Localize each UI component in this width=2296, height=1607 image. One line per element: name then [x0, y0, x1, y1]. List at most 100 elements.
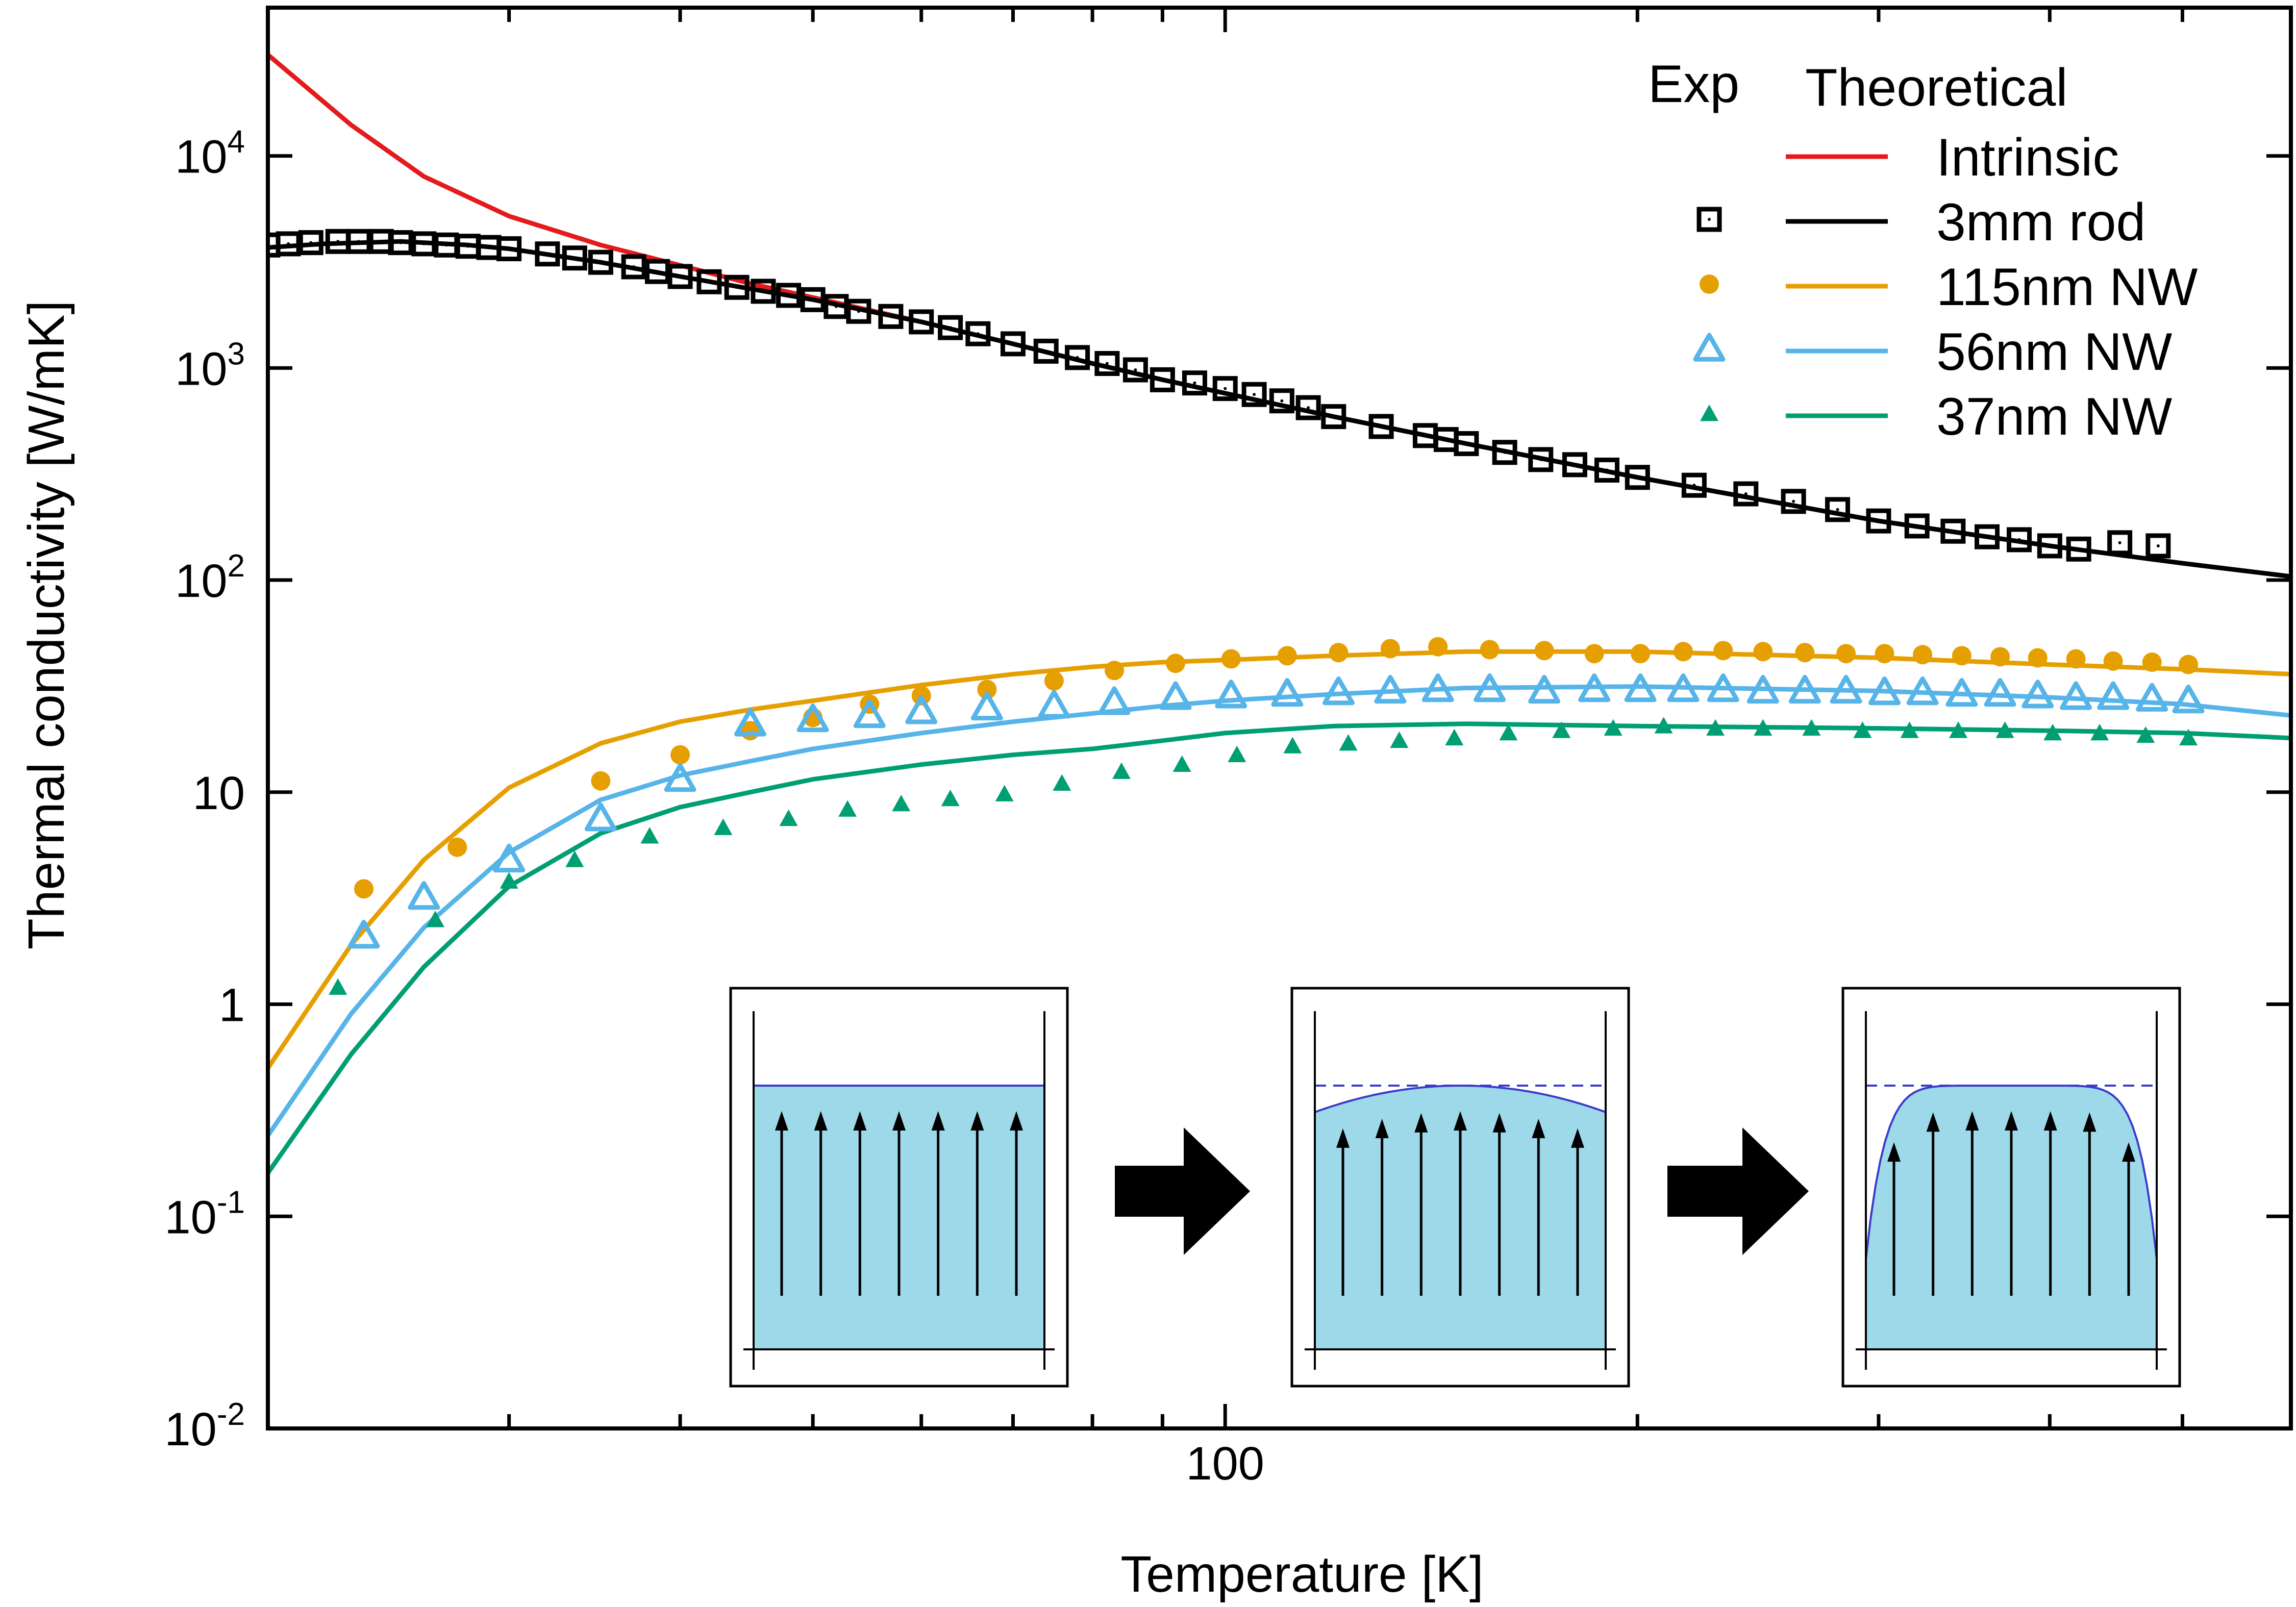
data-point-3mm-rod-dot — [761, 289, 765, 293]
data-point-115nm-nw — [1480, 640, 1500, 660]
data-point-3mm-rod — [1825, 497, 1851, 522]
data-point-37nm-nw — [714, 818, 733, 835]
data-point-3mm-rod-dot — [656, 270, 659, 273]
data-point-3mm-rod-dot — [1951, 530, 1955, 533]
y-tick-exponent: -1 — [217, 1185, 245, 1220]
data-point-56nm-nw — [1038, 690, 1070, 719]
data-point-3mm-rod-dot — [1280, 399, 1284, 403]
data-point-115nm-nw — [1166, 654, 1186, 673]
data-point-37nm-nw — [1339, 734, 1358, 751]
data-point-115nm-nw — [2028, 648, 2048, 668]
data-point-3mm-rod — [2007, 527, 2032, 553]
data-point-3mm-rod-dot — [1444, 438, 1448, 441]
data-point-3mm-rod — [846, 298, 871, 324]
data-point-3mm-rod — [1904, 513, 1930, 539]
data-point-56nm-nw — [408, 881, 440, 910]
data-point-3mm-rod-dot — [1193, 381, 1196, 385]
data-point-37nm-nw — [2179, 729, 2198, 746]
data-point-56nm-nw — [2060, 681, 2092, 710]
data-point-37nm-nw — [1900, 721, 1919, 738]
data-point-37nm-nw — [1112, 762, 1131, 779]
data-point-3mm-rod-dot — [1161, 378, 1164, 382]
data-point-3mm-rod-dot — [1044, 349, 1048, 353]
data-point-3mm-rod-dot — [976, 332, 980, 336]
data-point-3mm-rod-dot — [507, 247, 511, 250]
data-point-56nm-nw — [347, 920, 380, 949]
legend-label-56nm-nw: 56nm NW — [1936, 322, 2172, 382]
data-point-56nm-nw — [2136, 683, 2168, 712]
flow-arrow-head — [1010, 1111, 1023, 1131]
data-point-3mm-rod-dot — [949, 326, 952, 330]
data-point-115nm-nw — [1534, 641, 1554, 661]
data-point-3mm-rod-dot — [735, 286, 739, 289]
data-point-56nm-nw — [796, 703, 829, 733]
legend-label-intrinsic: Intrinsic — [1936, 128, 2119, 187]
legend-label-3mm-rod: 3mm rod — [1936, 193, 2145, 252]
legend-label-115nm-nw: 115nm NW — [1936, 258, 2198, 317]
data-point-56nm-nw — [1528, 674, 1561, 704]
data-point-37nm-nw — [1802, 719, 1821, 736]
data-point-3mm-rod — [965, 321, 991, 346]
data-point-3mm-rod-dot — [1380, 424, 1383, 428]
data-point-3mm-rod-dot — [707, 280, 711, 284]
data-point-115nm-nw — [1952, 646, 1971, 666]
data-point-3mm-rod — [1492, 440, 1517, 465]
data-point-115nm-nw — [1795, 643, 1815, 663]
data-point-56nm-nw — [1906, 676, 1939, 706]
data-point-3mm-rod-dot — [1692, 484, 1696, 487]
flow-arrow-head — [892, 1111, 906, 1131]
data-point-37nm-nw — [892, 794, 911, 812]
y-tick-exponent: 2 — [228, 548, 245, 584]
inset-panel-uniform-flow — [729, 987, 1069, 1388]
data-point-37nm-nw — [1754, 719, 1773, 736]
data-point-3mm-rod — [1150, 367, 1175, 392]
data-point-56nm-nw — [1098, 686, 1131, 715]
inset-panel-slightly-curved-flow — [1290, 987, 1630, 1388]
data-point-56nm-nw — [853, 699, 886, 729]
data-point-3mm-rod — [1594, 457, 1619, 483]
data-point-56nm-nw — [1746, 674, 1779, 704]
data-point-3mm-rod — [1321, 404, 1346, 430]
data-point-37nm-nw — [1499, 723, 1518, 741]
y-tick-base: 10 — [165, 1191, 217, 1243]
data-point-3mm-rod — [644, 259, 670, 284]
data-point-115nm-nw — [1380, 639, 1400, 659]
data-point-56nm-nw — [1421, 673, 1454, 702]
data-point-56nm-nw — [2022, 680, 2054, 709]
flow-arrow-head — [1926, 1112, 1940, 1132]
data-point-56nm-nw — [664, 763, 696, 792]
data-point-37nm-nw — [1445, 729, 1464, 746]
data-point-37nm-nw — [2043, 723, 2062, 741]
data-point-3mm-rod-dot — [679, 274, 682, 278]
data-point-3mm-rod — [1094, 351, 1120, 376]
data-point-115nm-nw — [2103, 651, 2123, 671]
data-point-37nm-nw — [1172, 755, 1191, 772]
data-point-56nm-nw — [1667, 673, 1700, 702]
y-tick-label: 102 — [175, 548, 245, 607]
data-point-3mm-rod-dot — [2048, 544, 2052, 547]
data-point-3mm-rod — [1562, 452, 1587, 478]
legend-marker-37nm-nw — [1700, 405, 1718, 421]
data-point-3mm-rod — [800, 287, 826, 312]
legend-label-37nm-nw: 37nm NW — [1936, 387, 2172, 446]
data-point-115nm-nw — [2179, 655, 2199, 674]
data-point-3mm-rod-dot — [357, 240, 361, 243]
y-tick-base: 10 — [175, 131, 227, 183]
data-point-3mm-rod — [562, 245, 587, 271]
legend-marker-3mm-rod-dot — [1708, 218, 1711, 221]
data-point-115nm-nw — [1584, 644, 1604, 664]
inset-panel-strongly-curved-flow — [1841, 987, 2181, 1388]
x-axis-label: Temperature [K] — [1120, 1546, 1483, 1603]
data-point-115nm-nw — [2142, 652, 2162, 672]
data-point-56nm-nw — [1624, 673, 1657, 702]
data-point-3mm-rod-dot — [1605, 468, 1609, 472]
data-point-3mm-rod — [2107, 530, 2133, 556]
data-point-3mm-rod-dot — [466, 244, 470, 248]
data-point-56nm-nw — [2172, 684, 2205, 714]
legend-header-exp: Exp — [1648, 55, 1739, 114]
data-point-56nm-nw — [1322, 676, 1355, 706]
y-axis-label: Thermal conductivity [W/mK] — [18, 300, 75, 950]
data-point-3mm-rod — [588, 249, 613, 275]
data-point-3mm-rod-dot — [787, 293, 790, 297]
